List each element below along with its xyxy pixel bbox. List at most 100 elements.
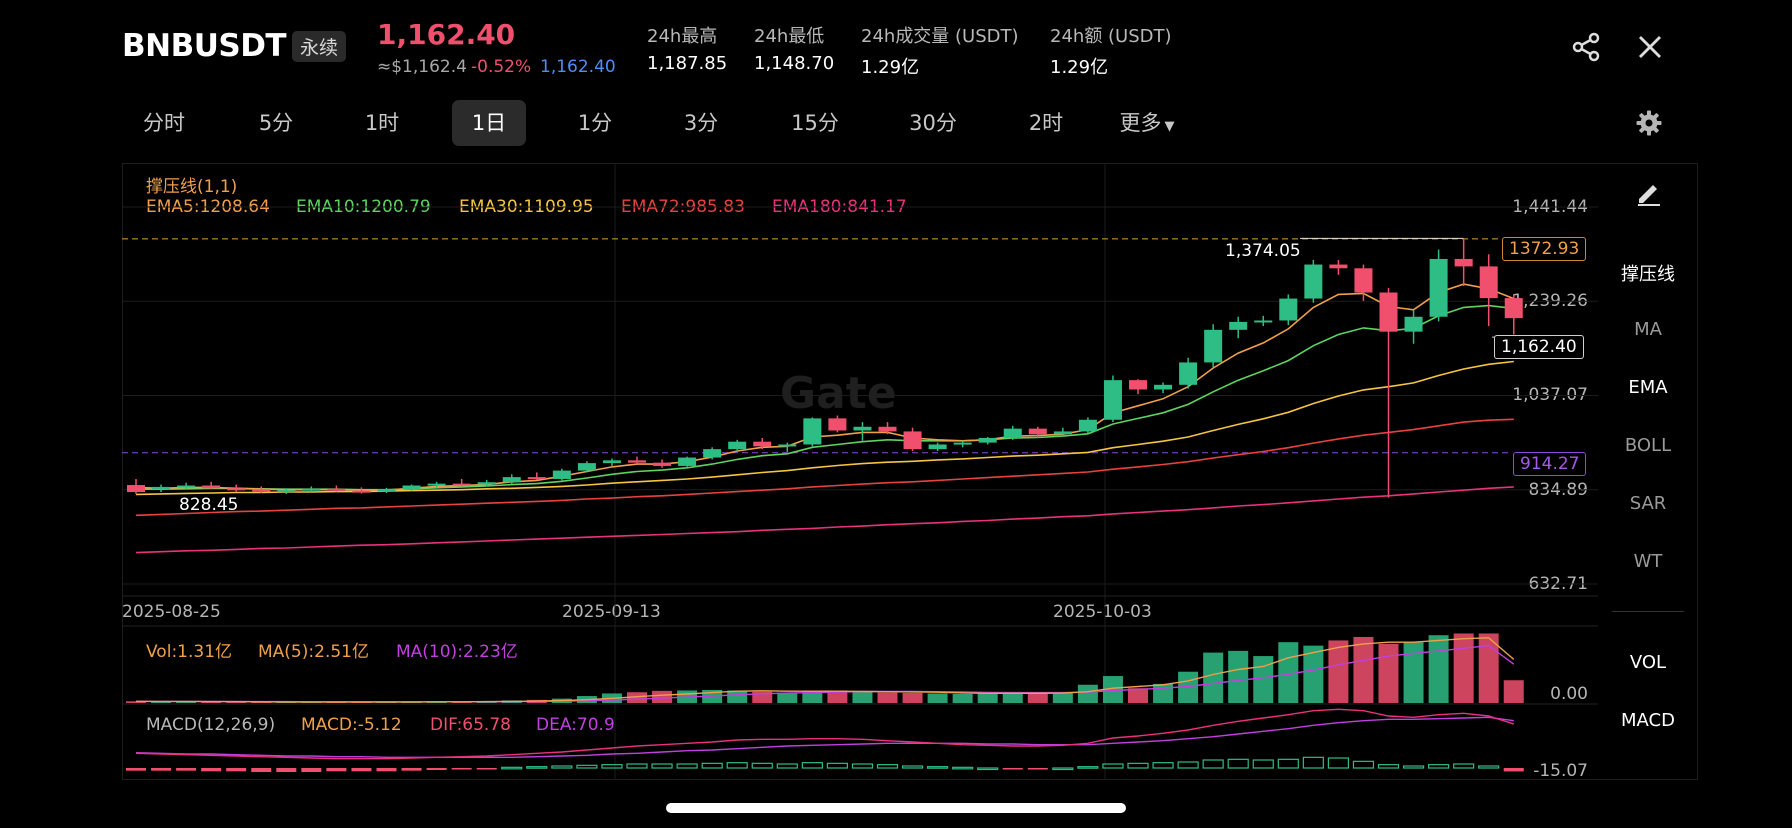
macd-histogram-bar (851, 763, 874, 769)
indicator-boll[interactable]: BOLL (1624, 435, 1672, 456)
tab-timeframe[interactable]: 30分 (909, 111, 957, 135)
stat-value: 1,148.70 (754, 53, 835, 74)
volume-bar (752, 691, 773, 703)
volume-bar (1102, 676, 1123, 703)
dif-legend: DIF:65.78 (430, 715, 511, 735)
dea-line (135, 716, 1514, 758)
change-percent: -0.52% (471, 57, 532, 77)
stat-label: 24h最低 (754, 26, 825, 47)
tab-timeframe[interactable]: 5分 (258, 111, 294, 135)
macd-histogram-bar (226, 768, 247, 772)
candle-body (1329, 264, 1348, 269)
macd-legend: MACD:-5.12 (301, 715, 402, 735)
candle-body (477, 482, 496, 485)
macd-histogram-bar (901, 765, 924, 769)
x-tick-label: 2025-08-25 (122, 602, 221, 622)
volume-bar (1052, 692, 1073, 703)
vol-ma5-line (135, 637, 1515, 703)
support-resistance-label: 撑压线(1,1) (146, 177, 238, 197)
candle-body (452, 483, 471, 486)
macd-histogram-bar (926, 766, 949, 769)
current-price-tag[interactable]: 1,162.40 (1494, 335, 1584, 359)
volume-bar (226, 701, 247, 703)
vol-legend: Vol:1.31亿 (146, 642, 233, 662)
macd-histogram-bar (176, 768, 197, 771)
macd-params-legend: MACD(12,26,9) (146, 715, 276, 735)
indicator-sar[interactable]: SAR (1629, 493, 1667, 514)
close-icon[interactable] (1638, 35, 1662, 59)
candle-body (1429, 258, 1448, 317)
volume-bar (1128, 688, 1148, 703)
volume-bar (1453, 633, 1474, 703)
tab-timeframe[interactable]: 1分 (577, 111, 613, 135)
stat-value: 1.29亿 (1050, 57, 1109, 78)
indicator-ema[interactable]: EMA (1628, 377, 1668, 398)
pencil-icon[interactable] (1636, 180, 1662, 206)
candle-body (1154, 384, 1173, 390)
stat-value: 1.29亿 (861, 57, 920, 78)
candle-body (1129, 380, 1147, 390)
macd-histogram-bar (126, 768, 146, 771)
indicator-wt[interactable]: WT (1633, 551, 1663, 572)
stat-value: 1,187.85 (647, 53, 728, 74)
volume-bar (977, 693, 998, 703)
candle-body (1254, 320, 1273, 323)
ema5-line (135, 283, 1515, 492)
volume-bar (1228, 650, 1249, 703)
indicator-macd[interactable]: MACD (1621, 710, 1675, 731)
indicator-vol[interactable]: VOL (1629, 652, 1667, 673)
macd-histogram-bar (1478, 765, 1500, 769)
macd-histogram-bar (751, 762, 773, 769)
tab-timeframe-active[interactable]: 1日 (452, 100, 526, 146)
candle-body (1454, 258, 1473, 267)
volume-bar (1428, 635, 1449, 703)
candle-body (402, 485, 421, 490)
macd-histogram-bar (826, 762, 849, 769)
macd-histogram-bar (401, 768, 422, 771)
macd-histogram-bar (1177, 761, 1199, 769)
gear-icon[interactable] (1636, 110, 1662, 136)
candle-body (152, 486, 171, 490)
stat-turnover: 24h额 (USDT) 1.29亿 (1050, 22, 1172, 79)
macd-histogram-bar (726, 762, 748, 769)
tab-timeframe[interactable]: 分时 (143, 111, 185, 135)
vol-ma5-legend: MA(5):2.51亿 (258, 642, 369, 662)
macd-histogram-bar (626, 763, 648, 769)
tab-timeframe[interactable]: 3分 (683, 111, 719, 135)
candle-body (878, 426, 897, 432)
caret-down-icon: ▼ (1164, 119, 1175, 134)
volume-bar (1328, 640, 1349, 703)
indicator-ma[interactable]: MA (1634, 319, 1662, 340)
candle-body (978, 437, 997, 443)
share-icon[interactable] (1572, 32, 1600, 62)
tab-timeframe[interactable]: 15分 (791, 111, 839, 135)
volume-bar (126, 701, 146, 703)
resistance-price-tag[interactable]: 1372.93 (1502, 237, 1587, 261)
macd-histogram-bar (1402, 765, 1425, 769)
stat-low: 24h最低 1,148.70 (754, 22, 834, 74)
chart-panel[interactable] (122, 163, 1698, 780)
volume-bar (877, 692, 898, 703)
macd-histogram-bar (701, 762, 723, 769)
approx-usd-price: ≈$1,162.4 (377, 57, 467, 77)
macd-histogram-bar (651, 763, 673, 769)
indicator-support-resistance[interactable]: 撑压线 (1621, 264, 1675, 285)
tab-timeframe[interactable]: 1时 (364, 111, 400, 135)
ema72-line (135, 418, 1514, 517)
macd-histogram-bar (526, 766, 548, 769)
tab-timeframe[interactable]: 2时 (1028, 111, 1064, 135)
macd-y-tick: -15.07 (1533, 761, 1588, 781)
candle-body (1003, 428, 1022, 438)
low-marker-label: 828.45 (179, 495, 239, 515)
support-price-tag[interactable]: 914.27 (1513, 452, 1587, 476)
candle-body (653, 462, 672, 466)
candle-body (628, 460, 646, 463)
candle-body (1028, 428, 1047, 435)
dea-legend: DEA:70.9 (536, 715, 615, 735)
symbol-title[interactable]: BNBUSDT (122, 28, 287, 64)
x-tick-label: 2025-09-13 (562, 602, 661, 622)
candle-body (302, 488, 321, 491)
candle-body (202, 485, 221, 489)
more-timeframes-button[interactable]: 更多 ▼ (1112, 100, 1182, 146)
